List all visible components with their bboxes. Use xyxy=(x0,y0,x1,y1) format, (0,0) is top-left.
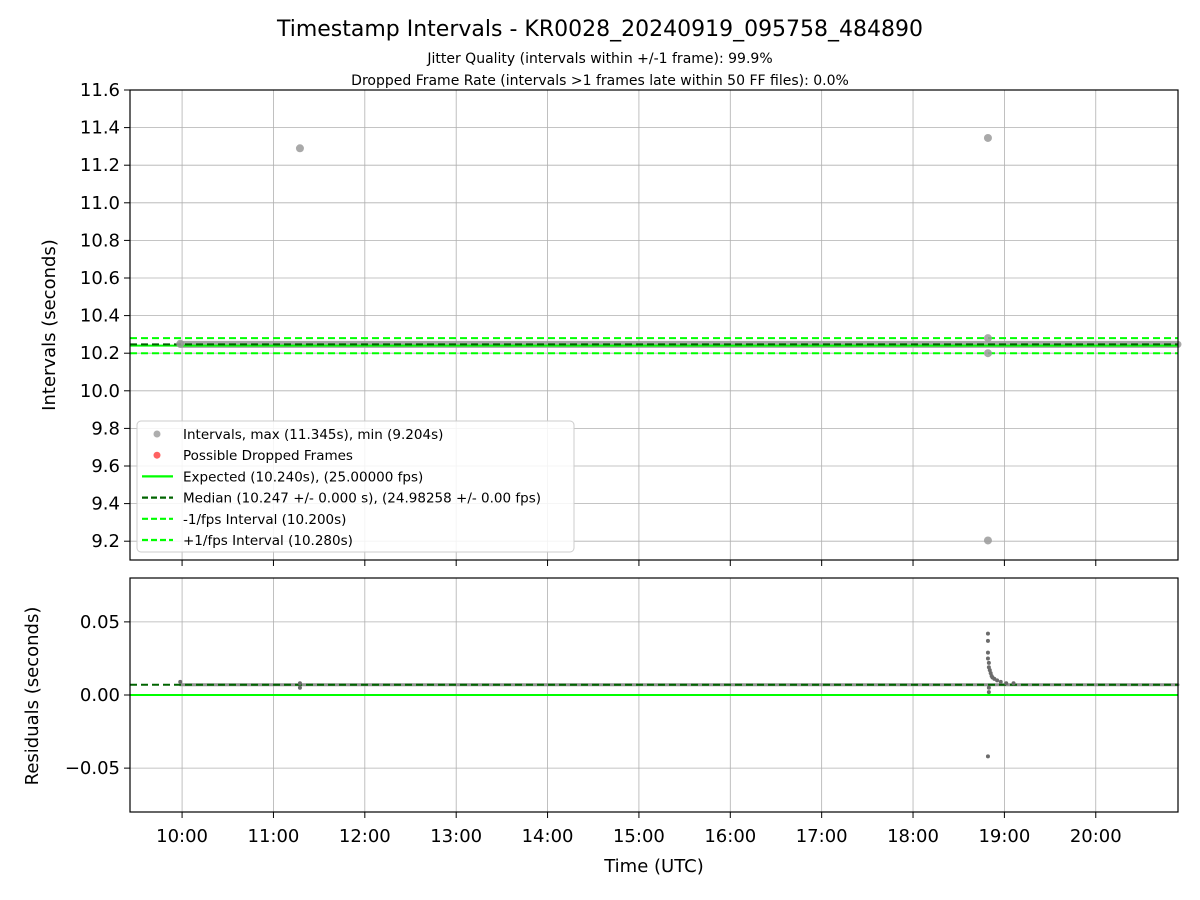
legend-label: Expected (10.240s), (25.00000 fps) xyxy=(183,469,423,485)
data-point xyxy=(985,754,990,759)
bottom-y-axis-label: Residuals (seconds) xyxy=(22,607,43,786)
y-tick-label: −0.05 xyxy=(65,758,120,779)
residuals-panel: −0.05 0.00 0.05 10:00 11:00 12:00 13:00 14:00 15… xyxy=(65,577,1180,847)
y-tick-label: 11.4 xyxy=(80,118,120,139)
data-point xyxy=(986,685,991,690)
y-tick-label: 9.4 xyxy=(91,494,120,515)
x-tick-label: 20:00 xyxy=(1070,826,1122,847)
data-point xyxy=(985,638,990,643)
y-tick-label: 10.6 xyxy=(80,268,120,289)
data-point xyxy=(985,656,990,661)
x-tick-label: 12:00 xyxy=(339,826,391,847)
intervals-panel: 9.2 9.4 9.6 9.8 10.0 10.2 10.4 10.6 10.8 11.0 11.2… xyxy=(80,80,1182,566)
data-point xyxy=(983,334,992,343)
chart-subtitle-dropped: Dropped Frame Rate (intervals >1 frames … xyxy=(351,73,849,89)
legend-marker xyxy=(153,430,161,438)
data-point xyxy=(297,685,302,690)
data-point xyxy=(985,650,990,655)
axes-frame xyxy=(129,89,1179,561)
legend-marker xyxy=(153,451,161,459)
x-tick-label: 14:00 xyxy=(522,826,574,847)
x-tick-label: 16:00 xyxy=(704,826,756,847)
y-tick-label: 10.8 xyxy=(80,230,120,251)
data-point xyxy=(178,679,183,684)
y-tick-label: 10.2 xyxy=(80,343,120,364)
legend-label: Possible Dropped Frames xyxy=(183,448,353,464)
data-point xyxy=(995,678,1000,683)
legend-label: Intervals, max (11.345s), min (9.204s) xyxy=(183,427,443,443)
y-tick-label: 11.6 xyxy=(80,80,120,101)
x-axis-label: Time (UTC) xyxy=(603,856,704,877)
data-point xyxy=(297,681,302,686)
y-tick-label: 9.2 xyxy=(91,531,120,552)
data-point xyxy=(295,144,304,153)
chart-subtitle-jitter: Jitter Quality (intervals within +/-1 fr… xyxy=(426,51,772,67)
data-point xyxy=(1011,681,1016,686)
data-point xyxy=(986,660,991,665)
y-tick-label: 11.0 xyxy=(80,193,120,214)
y-tick-label: 10.0 xyxy=(80,381,120,402)
x-tick-label: 13:00 xyxy=(430,826,482,847)
x-tick-label: 10:00 xyxy=(156,826,208,847)
y-tick-label: 0.00 xyxy=(80,685,120,706)
data-point xyxy=(986,690,991,695)
top-y-axis-label: Intervals (seconds) xyxy=(39,239,60,411)
data-point xyxy=(998,679,1003,684)
data-point xyxy=(983,133,992,142)
data-point xyxy=(176,339,185,348)
legend-box xyxy=(136,420,575,553)
legend-label: Median (10.247 +/- 0.000 s), (24.98258 +… xyxy=(183,491,541,507)
x-tick-label: 18:00 xyxy=(887,826,939,847)
data-point xyxy=(983,536,992,545)
legend-label: -1/fps Interval (10.200s) xyxy=(183,512,346,528)
y-tick-label: 11.2 xyxy=(80,155,120,176)
data-point xyxy=(985,631,990,636)
data-point xyxy=(983,349,992,358)
x-tick-label: 19:00 xyxy=(978,826,1030,847)
y-tick-label: 9.8 xyxy=(91,418,120,439)
x-tick-label: 17:00 xyxy=(796,826,848,847)
data-point xyxy=(1004,681,1009,686)
x-tick-label: 15:00 xyxy=(613,826,665,847)
y-tick-label: 10.4 xyxy=(80,306,120,327)
chart-title: Timestamp Intervals - KR0028_20240919_09… xyxy=(276,17,923,42)
x-tick-label: 11:00 xyxy=(248,826,300,847)
y-tick-label: 9.6 xyxy=(91,456,120,477)
legend-label: +1/fps Interval (10.280s) xyxy=(183,533,353,549)
y-tick-label: 0.05 xyxy=(80,612,120,633)
legend: Intervals, max (11.345s), min (9.204s) Po… xyxy=(136,420,575,553)
